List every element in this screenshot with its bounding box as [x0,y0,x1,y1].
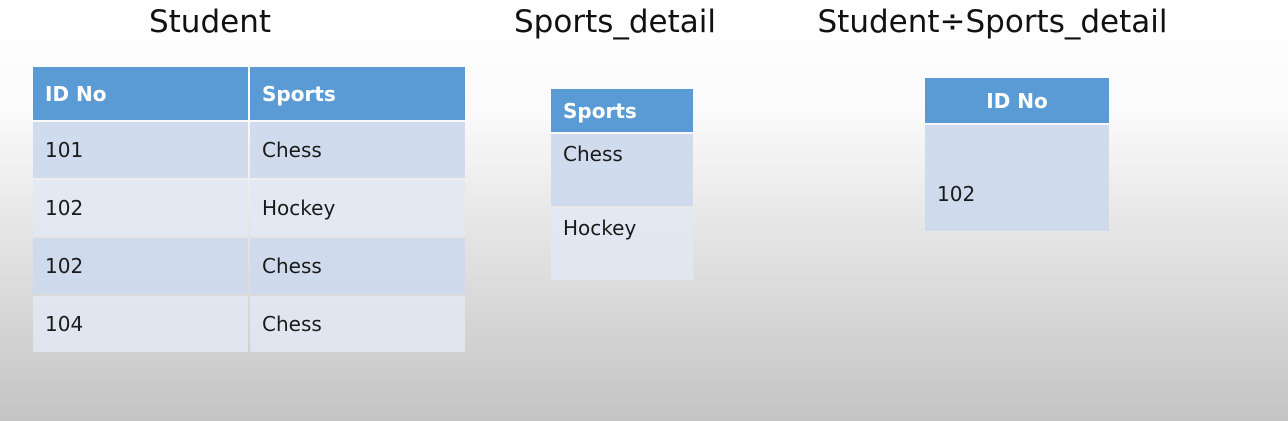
table-row: Hockey [551,208,693,280]
table-header-row: ID No [925,78,1109,123]
table-row: 102 [925,125,1109,231]
cell-id-no: 102 [33,180,248,236]
student-table: ID No Sports 101 Chess 102 Hockey 102 Ch… [31,65,467,354]
cell-sports: Chess [551,134,693,206]
column-header-id-no: ID No [925,78,1109,123]
table-row: Chess [551,134,693,206]
cell-sports: Chess [250,296,465,352]
sports-detail-table-title: Sports_detail [514,4,716,40]
sports-detail-table: Sports Chess Hockey [549,87,695,282]
cell-id-no: 101 [33,122,248,178]
table-row: 102 Chess [33,238,465,294]
column-header-sports: Sports [250,67,465,120]
cell-id-no: 102 [33,238,248,294]
cell-sports: Chess [250,122,465,178]
table-header-row: ID No Sports [33,67,465,120]
table-header-row: Sports [551,89,693,132]
division-result-title: Student÷Sports_detail [817,4,1168,40]
cell-sports: Hockey [551,208,693,280]
table-row: 102 Hockey [33,180,465,236]
student-table-title: Student [148,4,272,40]
table-row: 104 Chess [33,296,465,352]
table-row: 101 Chess [33,122,465,178]
cell-sports: Chess [250,238,465,294]
column-header-sports: Sports [551,89,693,132]
cell-id-no: 104 [33,296,248,352]
cell-sports: Hockey [250,180,465,236]
division-result-table: ID No 102 [923,76,1111,233]
column-header-id-no: ID No [33,67,248,120]
cell-id-no: 102 [925,125,1109,231]
